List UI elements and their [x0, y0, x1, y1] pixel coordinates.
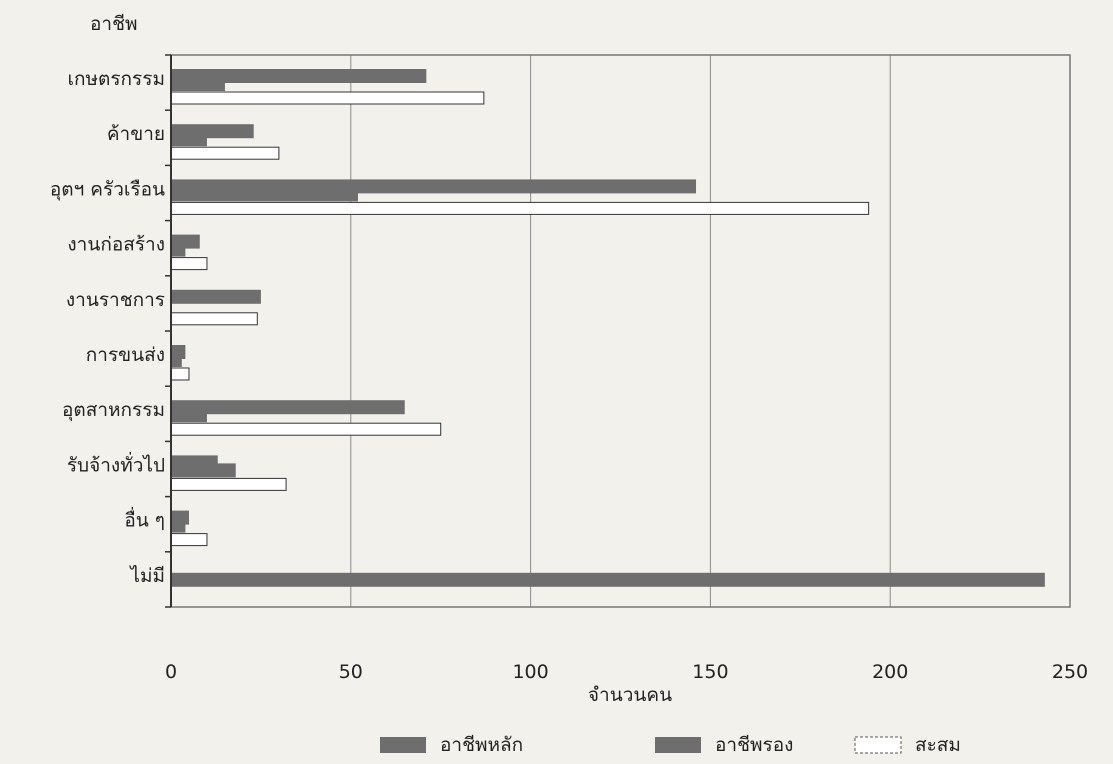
legend-swatch — [854, 736, 902, 754]
bar-main-occupation — [171, 289, 261, 304]
bar-layer — [170, 69, 1045, 587]
y-tick-label: งานก่อสร้าง — [67, 234, 165, 256]
bar-cumulative — [170, 533, 208, 547]
legend: อาชีพหลัก อาชีพรอง สะสม — [380, 734, 961, 756]
x-axis-title: จำนวนคน — [588, 684, 672, 706]
bar-secondary-occupation — [171, 353, 182, 367]
y-tick-label: อุตสาหกรรม — [62, 399, 165, 422]
y-tick-label: ค้าขาย — [107, 123, 165, 145]
y-tick-label: อุตฯ ครัวเรือน — [50, 178, 165, 201]
y-tick-label: เกษตรกรรม — [67, 68, 165, 90]
x-tick-label: 0 — [165, 661, 177, 683]
bar-cumulative — [170, 367, 190, 381]
bar-secondary-occupation — [171, 77, 225, 91]
bar-secondary-occupation — [171, 408, 207, 423]
y-tick-label: งานราชการ — [66, 289, 165, 311]
bar-secondary-occupation — [171, 187, 358, 202]
legend-swatch — [380, 737, 426, 753]
x-tick-label: 150 — [692, 661, 728, 683]
bar-secondary-occupation — [171, 518, 186, 533]
grid-layer — [350, 55, 1071, 607]
y-tick-label: อื่น ๆ — [124, 507, 165, 532]
bar-cumulative — [170, 422, 442, 436]
bar-secondary-occupation — [171, 132, 207, 147]
x-tick-label: 200 — [872, 661, 908, 683]
x-tick-labels: 0 50 100 150 200 250 — [165, 661, 1088, 683]
bar-main-occupation — [171, 400, 405, 415]
plot-frame — [170, 54, 1071, 608]
legend-label: อาชีพหลัก — [440, 734, 523, 756]
bar-secondary-occupation — [171, 463, 236, 478]
legend-label: อาชีพรอง — [715, 734, 793, 756]
bar-cumulative — [170, 201, 870, 215]
bar-cumulative — [170, 91, 485, 105]
bar-cumulative — [170, 257, 208, 271]
x-tick-label: 100 — [512, 661, 548, 683]
y-axis-title: อาชีพ — [90, 13, 138, 35]
legend-label: สะสม — [915, 734, 961, 756]
bar-cumulative — [170, 477, 287, 491]
x-tick-label: 250 — [1052, 661, 1088, 683]
y-tick-label: รับจ้างทั่วไป — [67, 451, 165, 476]
bar-main-occupation — [171, 572, 1045, 587]
x-tick-label: 50 — [339, 661, 363, 683]
bar-cumulative — [170, 312, 258, 326]
bar-cumulative — [170, 146, 280, 160]
y-tick-label: ไม่มี — [128, 565, 165, 587]
y-tick-label: การขนส่ง — [86, 344, 165, 366]
bar-main-occupation — [171, 69, 427, 83]
bar-secondary-occupation — [171, 242, 186, 257]
legend-swatch — [655, 737, 701, 753]
